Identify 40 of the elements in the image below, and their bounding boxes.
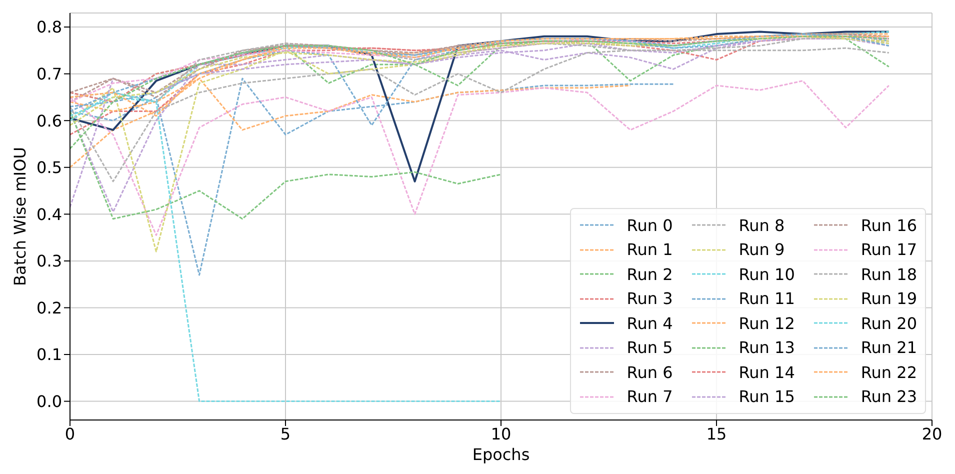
legend-label: Run 19: [860, 289, 917, 308]
x-tick-label: 10: [490, 424, 512, 444]
legend-label: Run 8: [738, 216, 785, 235]
legend-label: Run 3: [626, 289, 673, 308]
legend-label: Run 7: [626, 387, 673, 406]
legend-label: Run 12: [738, 314, 795, 333]
y-axis-title: Batch Wise mIOU: [10, 147, 30, 286]
legend-label: Run 6: [626, 362, 673, 382]
legend-label: Run 22: [860, 362, 917, 382]
x-tick-label: 5: [280, 424, 291, 444]
y-tick-label: 0.2: [36, 298, 62, 318]
legend-label: Run 15: [738, 387, 795, 406]
legend-label: Run 13: [738, 338, 795, 358]
legend-label: Run 16: [860, 216, 917, 235]
legend-label: Run 4: [626, 314, 673, 333]
x-tick-label: 20: [922, 424, 942, 444]
x-tick-label: 15: [706, 424, 727, 444]
legend-label: Run 5: [626, 338, 673, 358]
legend-label: Run 23: [860, 387, 917, 406]
legend-label: Run 9: [738, 240, 785, 260]
y-tick-label: 0.7: [36, 64, 62, 84]
legend-label: Run 1: [626, 240, 673, 260]
y-tick-label: 0.0: [36, 392, 62, 411]
y-tick-label: 0.6: [36, 111, 62, 130]
y-tick-label: 0.4: [36, 204, 62, 224]
y-tick-label: 0.5: [36, 158, 62, 178]
legend-label: Run 21: [860, 338, 917, 358]
legend-label: Run 14: [738, 362, 795, 382]
legend-label: Run 10: [738, 264, 795, 284]
legend-label: Run 11: [738, 289, 795, 308]
legend-label: Run 20: [860, 314, 917, 333]
x-tick-label: 0: [64, 424, 76, 444]
x-axis-title: Epochs: [472, 445, 530, 464]
legend-label: Run 2: [626, 264, 673, 284]
legend-label: Run 0: [626, 216, 673, 235]
y-tick-label: 0.8: [36, 18, 62, 37]
legend-label: Run 17: [860, 240, 917, 260]
y-tick-label: 0.1: [36, 345, 62, 364]
legend-label: Run 18: [860, 264, 917, 284]
y-tick-label: 0.3: [36, 252, 62, 271]
